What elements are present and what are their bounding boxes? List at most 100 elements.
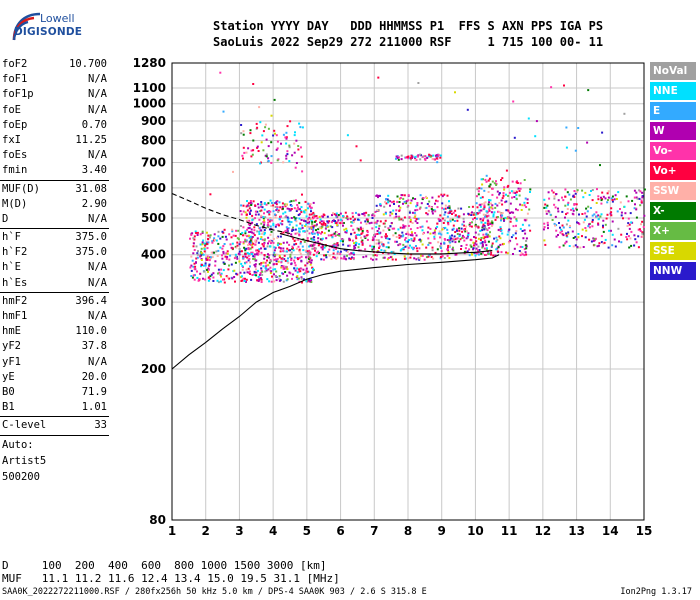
echo-point <box>306 250 309 253</box>
echo-point <box>208 264 211 267</box>
param-value: 375.0 <box>75 231 107 244</box>
echo-point <box>380 249 383 252</box>
echo-point <box>544 243 547 246</box>
echo-point <box>250 228 253 231</box>
echo-point <box>350 233 352 236</box>
param-value: N/A <box>88 73 107 86</box>
echo-point <box>279 206 282 209</box>
echo-point <box>423 258 426 261</box>
echo-point <box>443 213 446 216</box>
echo-point <box>361 230 364 232</box>
echo-point <box>203 248 206 251</box>
echo-point <box>209 234 212 237</box>
echo-point <box>567 201 570 204</box>
echo-point <box>499 212 502 215</box>
echo-point <box>463 250 466 253</box>
echo-point <box>311 222 314 225</box>
echo-point <box>449 241 452 244</box>
echo-point <box>302 272 305 275</box>
echo-point <box>321 225 324 228</box>
echo-point <box>581 189 584 192</box>
echo-point <box>300 206 303 209</box>
echo-point <box>276 200 279 202</box>
echo-point <box>308 278 310 281</box>
echo-point <box>409 228 412 231</box>
echo-point <box>255 253 258 256</box>
echo-point <box>217 235 220 238</box>
echo-point <box>408 211 411 214</box>
echo-point <box>479 242 482 245</box>
echo-point <box>282 241 285 244</box>
echo-point <box>427 243 430 246</box>
echo-point <box>298 248 301 251</box>
echo-point <box>311 221 314 224</box>
echo-point <box>332 252 335 255</box>
x-tick-label: 14 <box>602 524 619 538</box>
echo-point <box>575 208 578 211</box>
echo-point <box>512 253 514 255</box>
echo-point <box>286 241 289 244</box>
echo-point <box>297 238 300 241</box>
echo-point <box>547 227 549 230</box>
echo-point <box>272 241 275 244</box>
echo-point <box>448 257 451 259</box>
echo-point <box>593 244 596 247</box>
echo-point <box>515 230 518 233</box>
echo-point <box>264 154 267 157</box>
echo-point <box>438 232 441 235</box>
echo-point <box>247 244 249 247</box>
echo-point <box>545 210 548 213</box>
echo-point <box>263 233 266 236</box>
echo-point <box>259 272 262 274</box>
echo-point <box>264 267 267 270</box>
echo-point <box>460 207 463 210</box>
echo-point <box>390 222 393 224</box>
echo-point <box>520 209 523 211</box>
echo-point <box>550 86 553 89</box>
echo-point <box>566 208 569 210</box>
echo-point <box>526 212 529 215</box>
parameter-panel: foF2 10.700 foF1 N/A foF1p N/A foE N/A foEp 0.70 f… <box>0 57 109 485</box>
echo-point <box>505 193 507 196</box>
echo-point <box>301 224 304 227</box>
echo-point <box>396 200 399 203</box>
echo-point <box>460 227 463 230</box>
echo-point <box>260 281 263 283</box>
echo-point <box>257 275 260 278</box>
echo-point <box>245 280 247 283</box>
echo-point <box>425 212 428 215</box>
echo-point <box>606 192 609 195</box>
echo-point <box>604 197 607 200</box>
echo-point <box>439 236 442 239</box>
echo-point <box>236 241 239 244</box>
echo-point <box>477 226 480 229</box>
echo-point <box>378 241 381 244</box>
x-tick-label: 8 <box>404 524 412 538</box>
param-name: foF1p <box>2 88 34 101</box>
echo-point <box>360 236 362 239</box>
echo-point <box>582 246 585 248</box>
echo-point <box>240 250 243 253</box>
echo-point <box>586 141 589 144</box>
echo-point <box>613 198 616 201</box>
echo-point <box>385 237 388 240</box>
echo-point <box>548 211 551 214</box>
echo-point <box>395 236 398 238</box>
echo-point <box>332 219 335 222</box>
echo-point <box>222 110 225 113</box>
echo-point <box>301 170 304 173</box>
echo-point <box>260 141 263 144</box>
echo-point <box>238 247 241 250</box>
echo-point <box>385 212 387 215</box>
echo-point <box>275 148 278 151</box>
echo-point <box>215 239 218 242</box>
echo-point <box>610 229 612 232</box>
echo-point <box>249 247 252 250</box>
echo-point <box>493 211 496 214</box>
echo-point <box>406 156 409 158</box>
echo-point <box>565 126 568 129</box>
echo-point <box>460 245 463 247</box>
echo-point <box>417 155 419 158</box>
echo-point <box>564 195 567 198</box>
echo-point <box>321 237 324 240</box>
